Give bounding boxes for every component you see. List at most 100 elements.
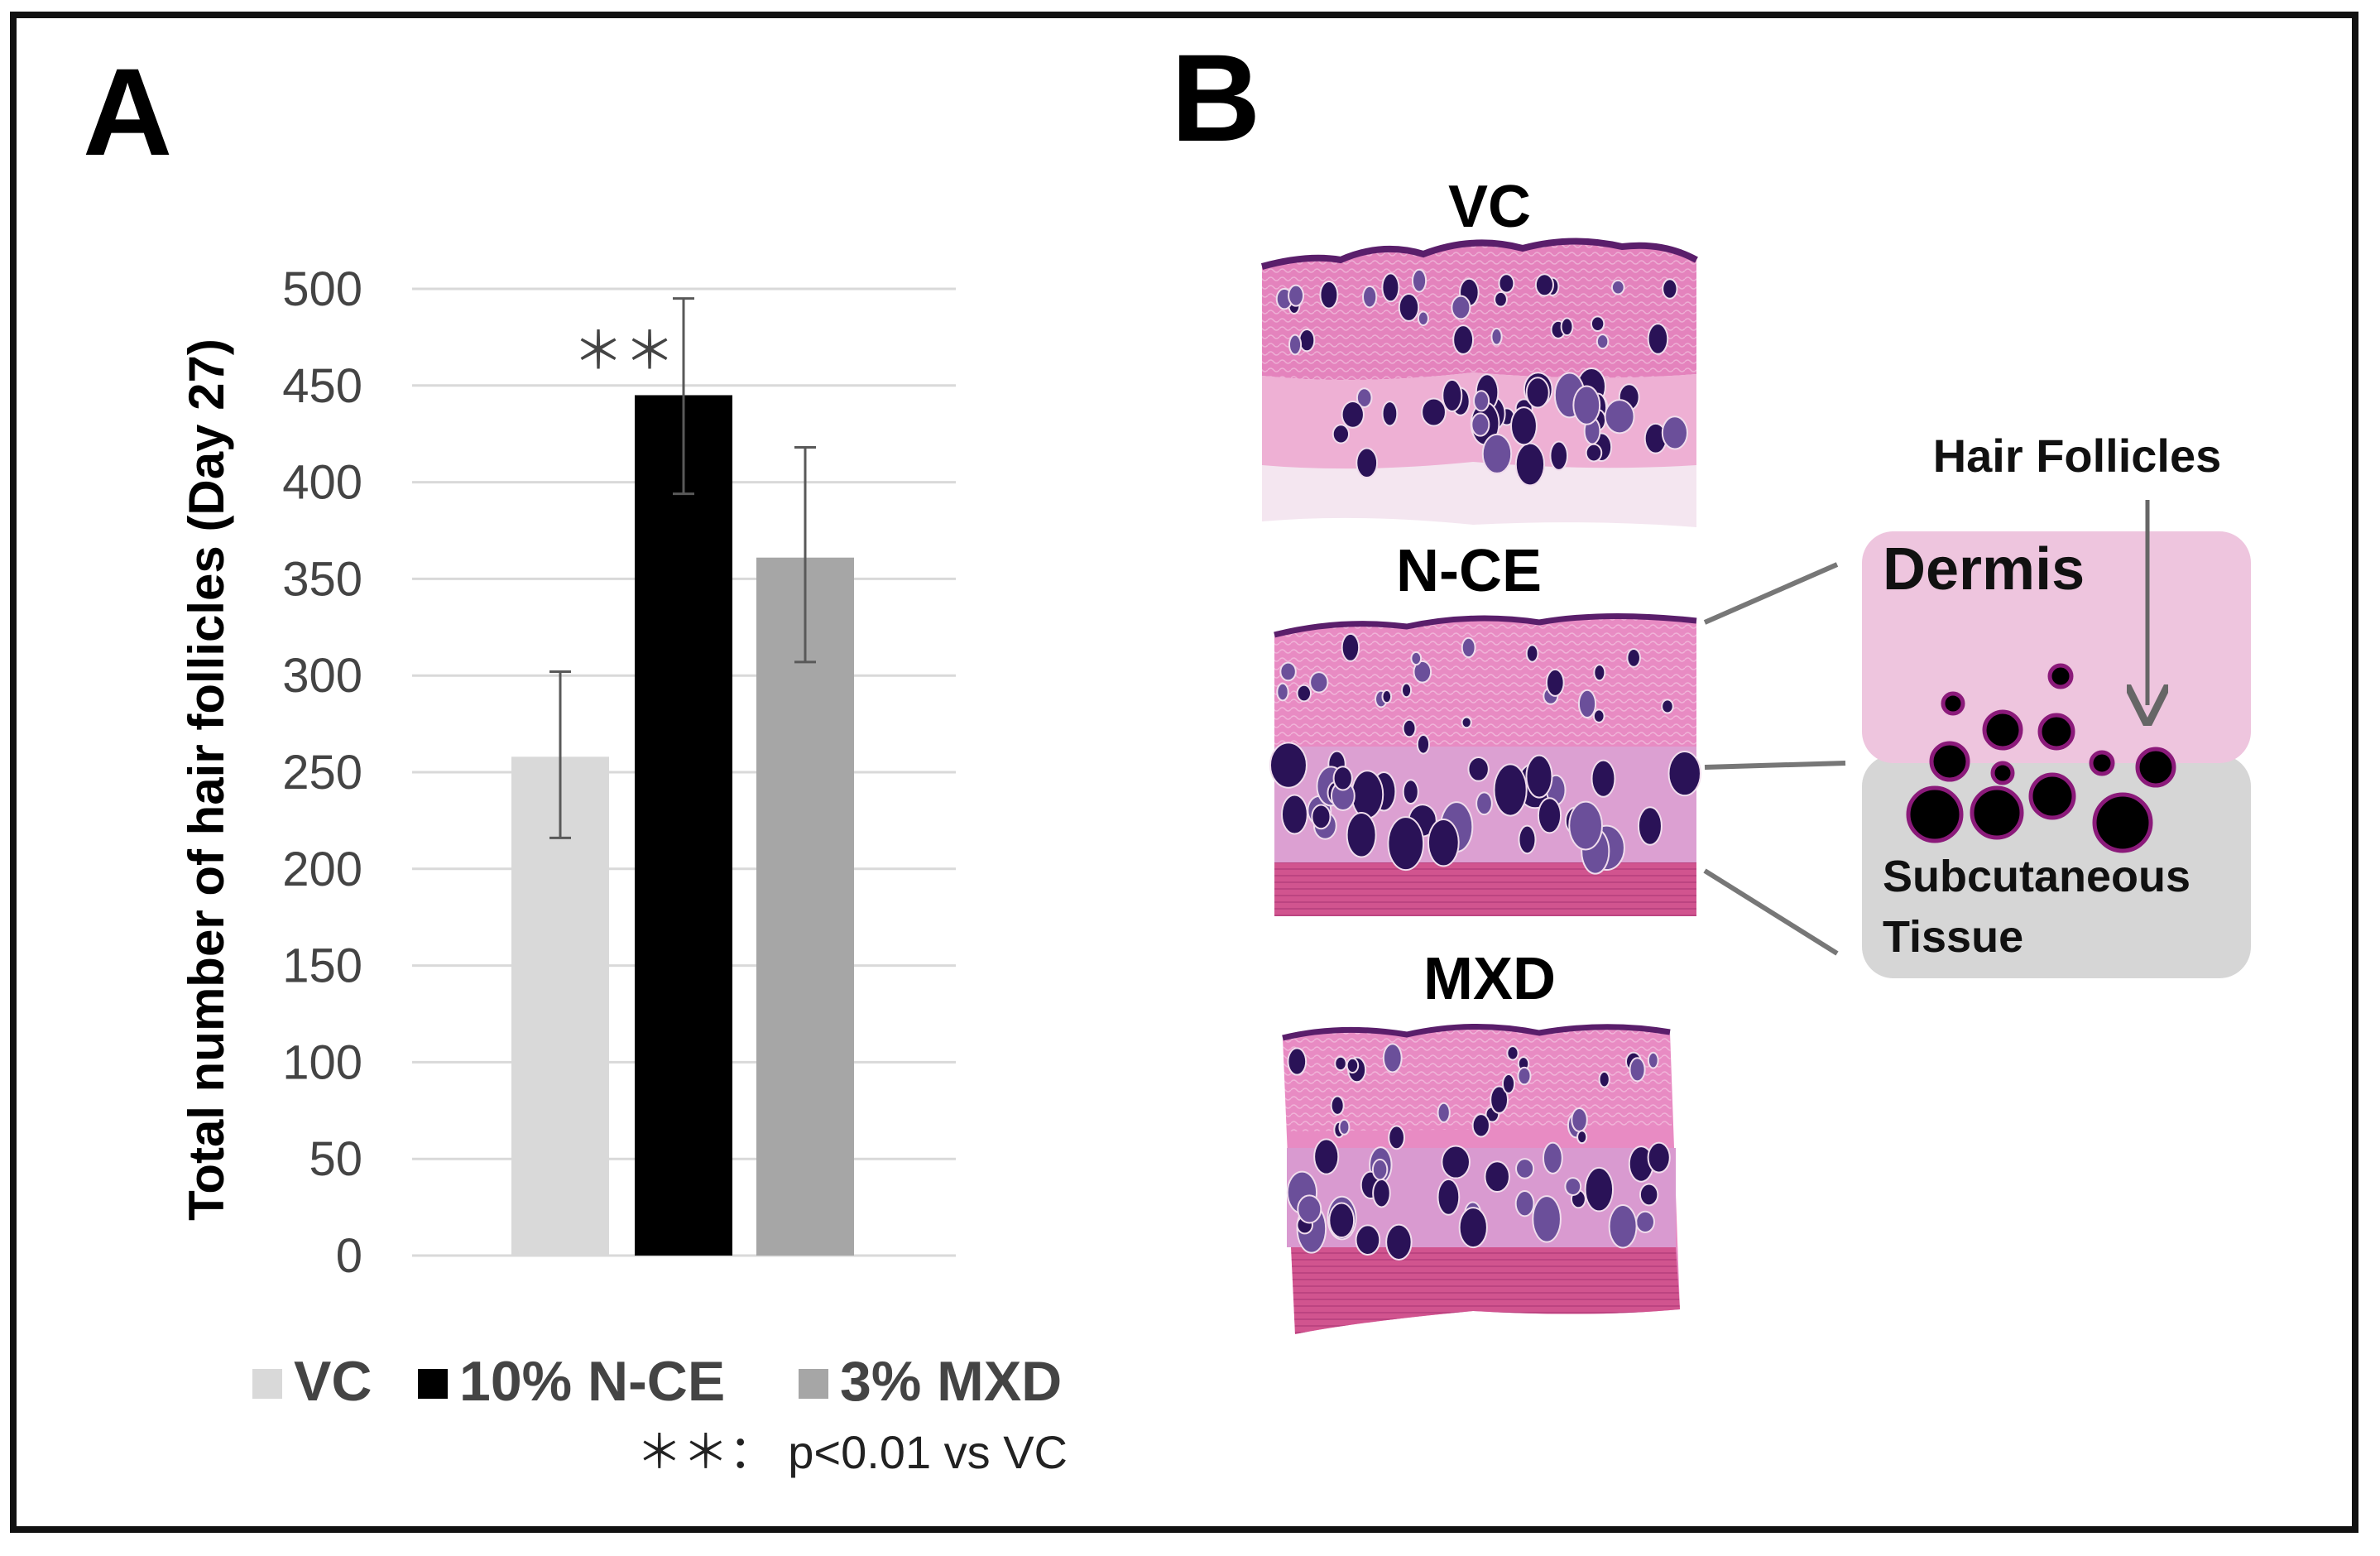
follicle-dot xyxy=(1525,644,1539,663)
follicle-dot xyxy=(1402,718,1417,738)
diagram-follicle xyxy=(2092,792,2153,853)
follicle-dot xyxy=(1545,668,1565,697)
diagram-connector-lines xyxy=(1703,562,1846,956)
follicle-dot xyxy=(1461,636,1476,659)
follicle-dot xyxy=(1473,390,1490,412)
follicle-dot xyxy=(1338,1118,1351,1136)
follicle-dot xyxy=(1471,1113,1490,1138)
chart-legend: VC 10% N-CE 3% MXD xyxy=(252,1350,1062,1413)
follicle-dot xyxy=(1525,754,1553,799)
follicle-dot xyxy=(1481,433,1513,474)
follicle-dot xyxy=(1388,1125,1406,1150)
follicle-dot xyxy=(1334,1055,1347,1072)
error-bar xyxy=(794,446,816,664)
y-tick-label: 250 xyxy=(282,746,362,800)
follicle-dot xyxy=(1417,310,1429,326)
follicle-dot xyxy=(1598,1070,1610,1088)
follicle-dot xyxy=(1341,400,1365,429)
follicle-dot xyxy=(1288,334,1303,356)
follicle-dot xyxy=(1341,632,1360,662)
follicle-dot xyxy=(1382,1043,1403,1073)
follicle-dot xyxy=(1590,315,1605,333)
follicle-dot xyxy=(1332,766,1353,791)
follicle-dot xyxy=(1297,1194,1322,1224)
follicle-dot xyxy=(1610,279,1625,295)
follicle-dot xyxy=(1667,751,1701,797)
follicle-dot xyxy=(1585,443,1603,463)
follicle-dot xyxy=(1416,733,1431,755)
follicle-dot xyxy=(1313,1138,1340,1175)
subcutaneous-label-line1: Subcutaneous xyxy=(1883,852,2190,901)
follicle-dot xyxy=(1593,664,1606,682)
y-axis-ticks: 0 50 100 150 200 250 300 350 400 450 500 xyxy=(282,262,362,1283)
significance-marker: ＊＊ xyxy=(573,321,675,382)
follicle-dot xyxy=(1534,273,1554,297)
follicle-dot xyxy=(1549,440,1569,471)
follicle-dot xyxy=(1410,651,1423,666)
follicle-dot xyxy=(1572,385,1601,425)
figure-canvas: A 0 50 100 150 200 250 300 350 400 450 500 ＊＊ Tota… xyxy=(83,28,2251,1478)
follicle-dot xyxy=(1467,756,1490,782)
legend-entry: 10% N-CE xyxy=(418,1350,725,1413)
follicle-dot xyxy=(1515,1158,1535,1179)
follicle-dot xyxy=(1332,424,1351,444)
follicle-dot xyxy=(1287,1047,1308,1076)
diagram-follicle xyxy=(2037,713,2075,751)
skin-layer-diagram: Hair Follicles Dermis Subcutaneous Tissu… xyxy=(1862,430,2251,978)
follicle-dot xyxy=(1604,399,1635,435)
diagram-follicle xyxy=(1941,691,1965,716)
follicle-dot xyxy=(1351,770,1384,819)
follicle-dot xyxy=(1401,682,1413,699)
legend-swatch xyxy=(418,1369,448,1399)
follicle-dot xyxy=(1381,689,1393,704)
follicle-dot xyxy=(1461,716,1472,729)
follicle-dot xyxy=(1372,1178,1391,1208)
error-bar xyxy=(549,670,571,839)
follicle-dot xyxy=(1298,328,1316,353)
y-tick-label: 50 xyxy=(309,1132,362,1186)
follicle-dot xyxy=(1330,1095,1345,1116)
diagram-follicle xyxy=(2028,772,2076,820)
follicle-dot xyxy=(1661,415,1688,450)
follicle-dot xyxy=(1560,317,1574,337)
panel-a-letter: A xyxy=(83,42,172,181)
diagram-follicle xyxy=(1906,785,1964,843)
follicle-dot xyxy=(1577,689,1597,719)
follicle-dot xyxy=(1568,800,1603,851)
follicle-dot xyxy=(1269,742,1308,789)
y-axis-label: Total number of hair follicles (Day 27) xyxy=(179,339,234,1221)
follicle-dot xyxy=(1427,818,1460,867)
follicle-dot xyxy=(1355,1224,1381,1256)
follicle-dot xyxy=(1637,806,1663,846)
sample-label-mxd: MXD xyxy=(1423,946,1556,1012)
diagram-follicles xyxy=(1906,663,2176,853)
legend-swatch xyxy=(799,1369,828,1399)
follicle-dot xyxy=(1661,699,1674,714)
follicle-dot xyxy=(1490,1085,1509,1114)
histology-image-vc xyxy=(1260,238,1698,527)
follicle-dot xyxy=(1451,295,1471,320)
follicle-dot xyxy=(1591,759,1616,798)
y-tick-label: 150 xyxy=(282,939,362,993)
follicle-dot xyxy=(1346,1057,1360,1074)
sample-label-nce: N-CE xyxy=(1396,538,1542,604)
follicle-dot xyxy=(1626,648,1641,668)
follicle-dot xyxy=(1437,1102,1451,1123)
bar-10-n-ce xyxy=(635,395,732,1256)
follicle-dot xyxy=(1413,660,1432,684)
hair-follicles-label: Hair Follicles xyxy=(1933,430,2222,482)
follicle-dot xyxy=(1514,442,1546,487)
legend-swatch xyxy=(252,1369,282,1399)
follicle-dot xyxy=(1518,824,1537,855)
follicle-dot xyxy=(1328,1202,1356,1239)
follicle-dot xyxy=(1288,284,1304,307)
follicle-dot xyxy=(1647,323,1669,355)
follicle-dot xyxy=(1398,293,1420,322)
follicle-dot xyxy=(1639,1183,1659,1207)
follicle-dot xyxy=(1356,447,1379,479)
follicle-dot xyxy=(1525,377,1550,409)
follicle-dot xyxy=(1452,324,1475,355)
follicle-dot xyxy=(1296,684,1312,703)
follicle-dot xyxy=(1441,1145,1471,1179)
histology-image-mxd xyxy=(1282,1023,1680,1334)
